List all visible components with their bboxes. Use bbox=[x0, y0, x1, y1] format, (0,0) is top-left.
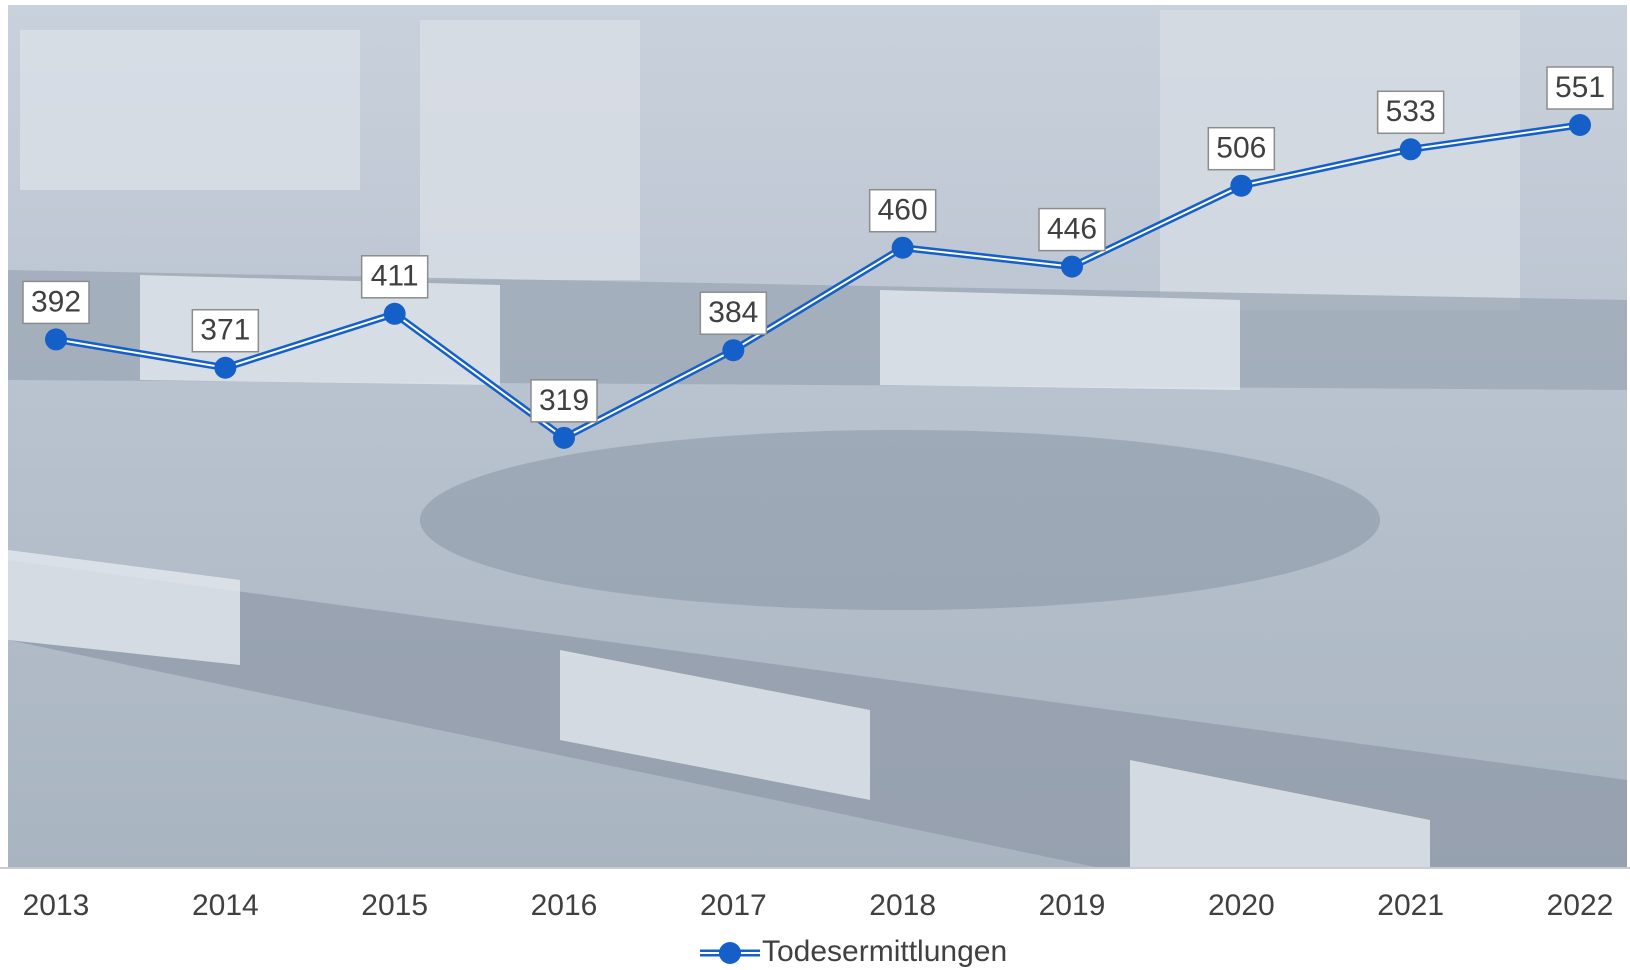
x-tick-label: 2020 bbox=[1208, 889, 1275, 922]
marker bbox=[214, 356, 237, 379]
marker bbox=[45, 328, 67, 351]
legend-symbol-marker bbox=[719, 942, 741, 964]
data-label-box bbox=[1376, 90, 1445, 135]
background-photo bbox=[8, 5, 1627, 868]
data-label: 460 bbox=[878, 194, 928, 227]
x-tick-label: 2021 bbox=[1377, 889, 1444, 922]
data-label-box bbox=[868, 188, 937, 233]
data-label: 533 bbox=[1386, 95, 1436, 128]
data-label-box bbox=[530, 379, 598, 423]
marker bbox=[553, 426, 575, 449]
x-tick-label: 2017 bbox=[700, 889, 767, 922]
data-label-box bbox=[360, 255, 429, 299]
marker bbox=[383, 302, 406, 325]
data-label: 411 bbox=[371, 260, 419, 293]
data-label-box bbox=[699, 291, 768, 335]
data-label: 371 bbox=[200, 314, 250, 347]
data-label: 319 bbox=[539, 384, 589, 417]
data-label: 506 bbox=[1216, 132, 1266, 165]
x-tick-label: 2013 bbox=[23, 889, 90, 922]
x-tick-label: 2019 bbox=[1039, 889, 1106, 922]
data-label: 551 bbox=[1555, 71, 1605, 104]
data-label-box bbox=[1207, 126, 1276, 171]
data-label: 446 bbox=[1047, 213, 1097, 246]
marker bbox=[1230, 174, 1253, 197]
data-label-box bbox=[1038, 207, 1106, 252]
marker bbox=[1569, 114, 1591, 137]
x-tick-label: 2018 bbox=[869, 889, 936, 922]
marker bbox=[1061, 255, 1083, 278]
x-tick-label: 2016 bbox=[531, 889, 598, 922]
data-label-box bbox=[22, 280, 90, 325]
x-tick-label: 2015 bbox=[361, 889, 428, 922]
x-tick-label: 2014 bbox=[192, 889, 259, 922]
data-label: 392 bbox=[31, 285, 81, 318]
marker bbox=[722, 339, 745, 362]
marker bbox=[1399, 138, 1422, 161]
marker bbox=[891, 236, 914, 259]
line-highlight bbox=[55, 124, 1581, 439]
data-label-box bbox=[1546, 66, 1614, 110]
legend-label: Todesermittlungen bbox=[762, 935, 1007, 968]
data-label-box bbox=[191, 308, 260, 353]
x-tick-label: 2022 bbox=[1547, 889, 1614, 922]
data-label: 384 bbox=[708, 296, 758, 329]
